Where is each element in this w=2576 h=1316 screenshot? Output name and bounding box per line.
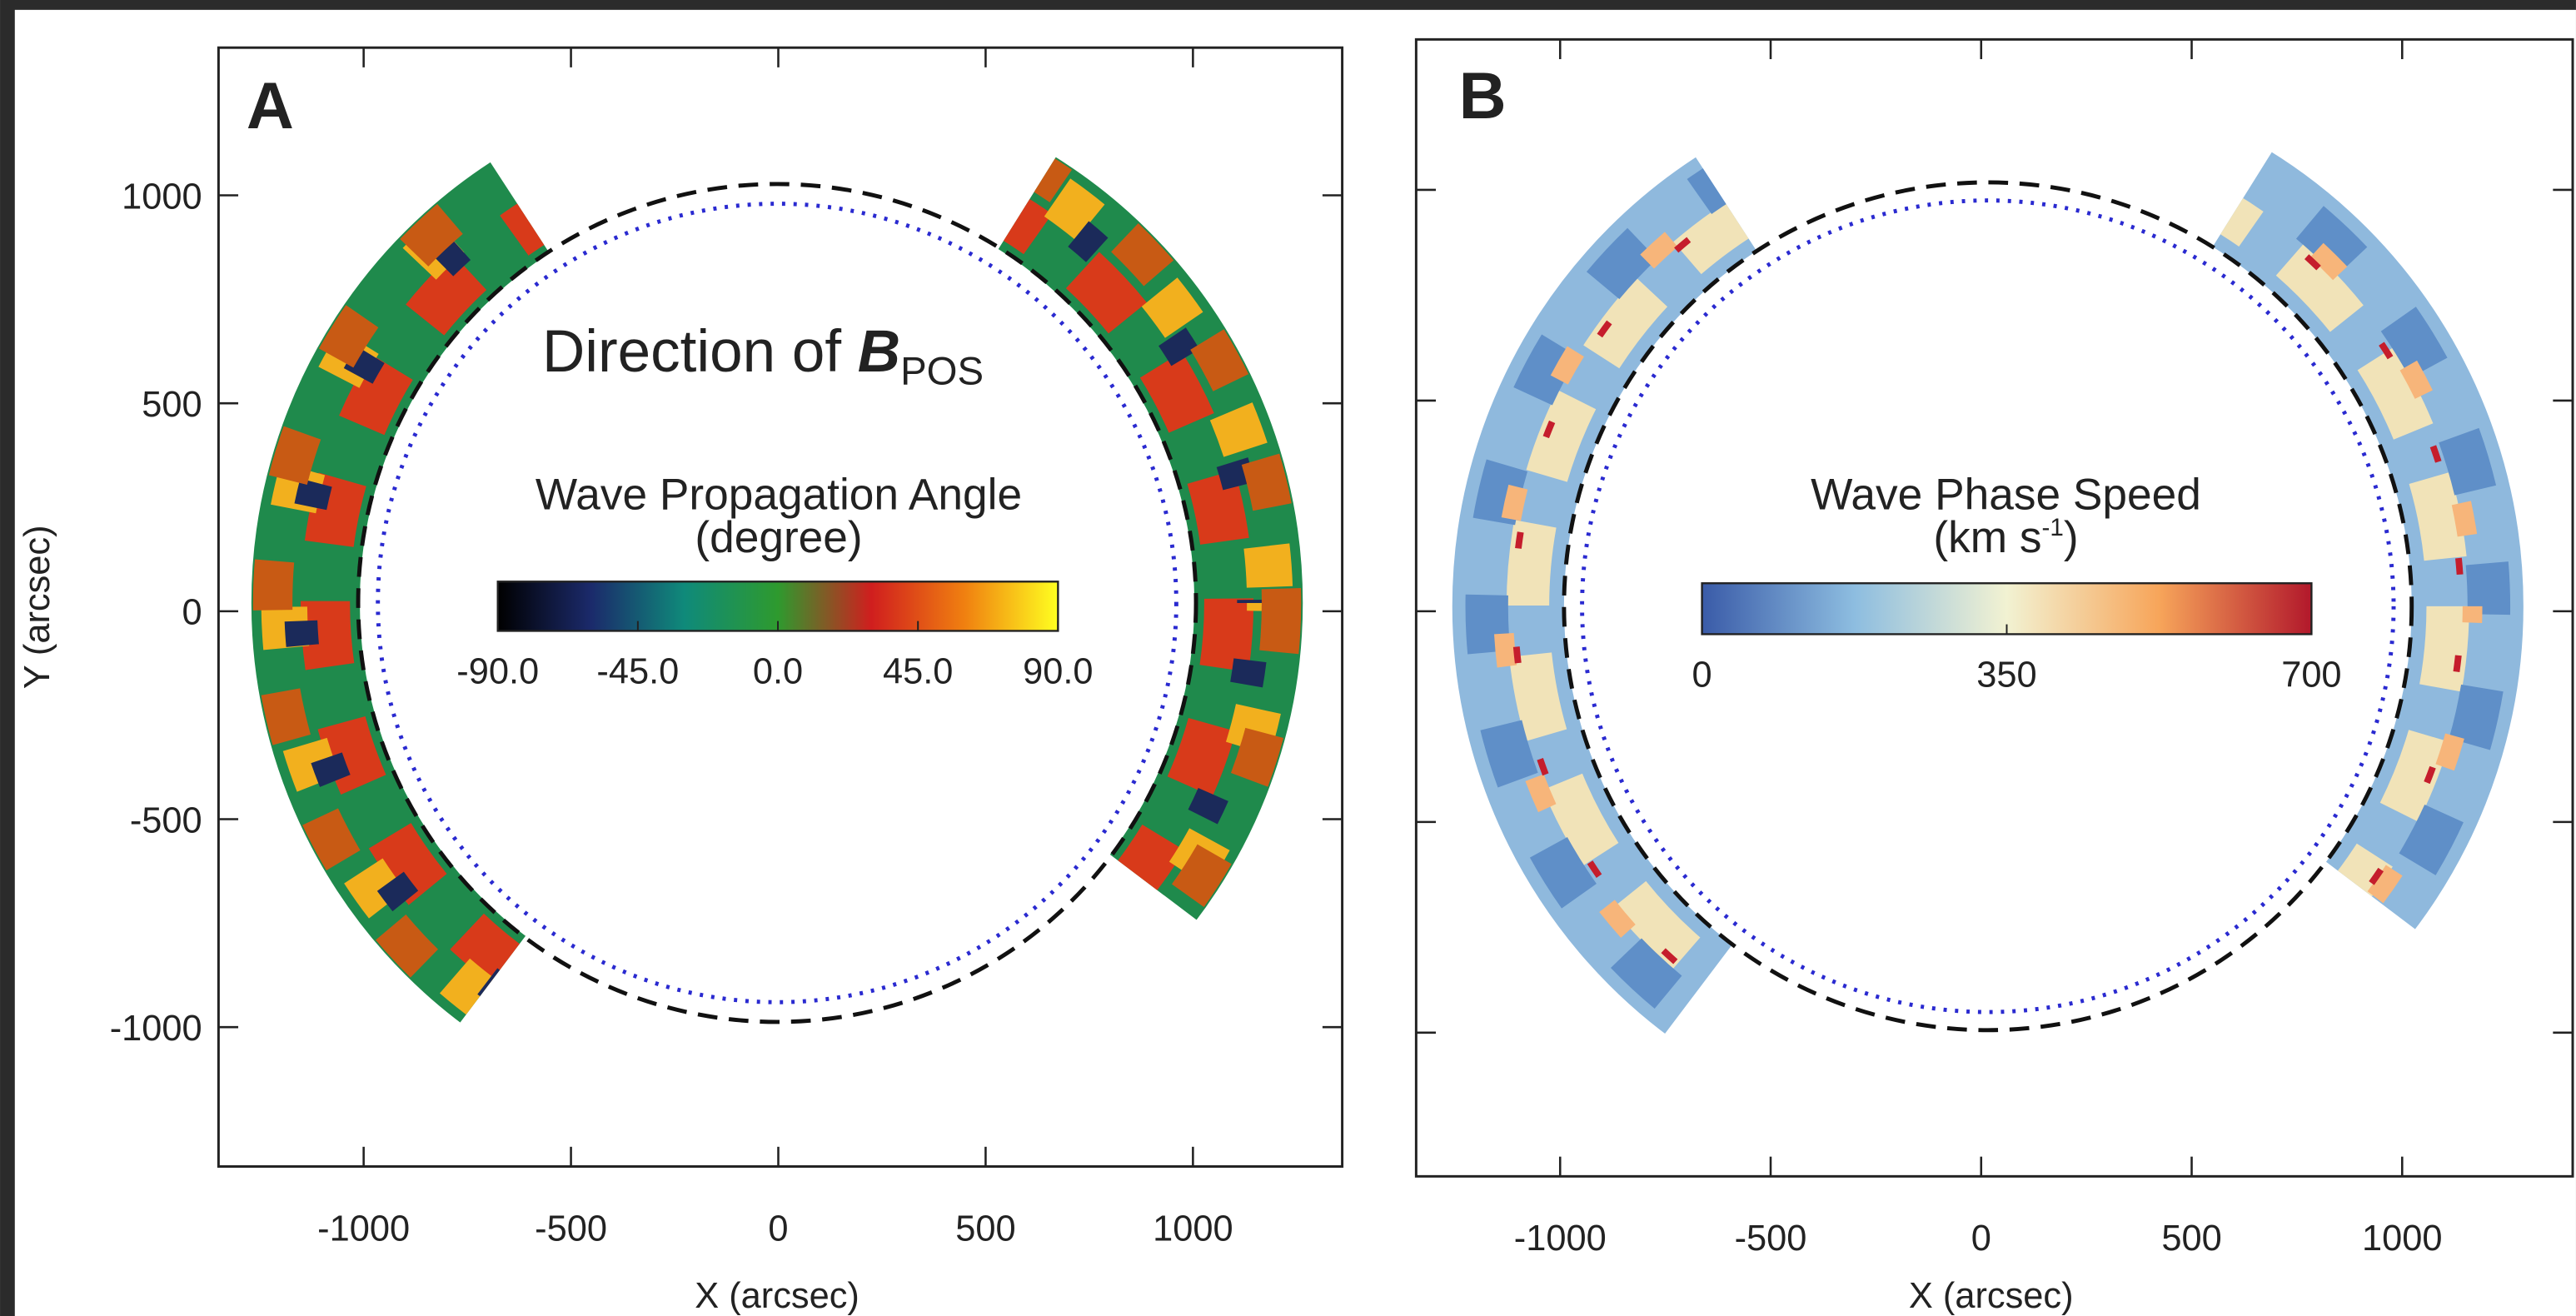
colorbar-tick-label: -90.0 — [456, 652, 539, 692]
x-tick-label: 500 — [955, 1209, 1015, 1249]
x-tick-label: -1000 — [317, 1209, 410, 1249]
occulter-circle — [1580, 198, 2396, 1014]
limb-circle — [356, 182, 1198, 1024]
x-tick-label: 0 — [1971, 1219, 1991, 1259]
colorbar-label-text: (km s — [1933, 513, 2041, 562]
colorbar-label: (km s-1) — [1933, 513, 2078, 562]
x-tick-label: 1000 — [1153, 1209, 1233, 1249]
y-tick-label: 500 — [142, 385, 202, 425]
x-tick-label: 1000 — [2362, 1219, 2443, 1259]
panel-label: A — [247, 69, 294, 142]
colorbar-tick-label: 45.0 — [883, 652, 953, 692]
y-tick-label: 0 — [182, 593, 202, 633]
x-axis-label: X (arcsec) — [1909, 1276, 2074, 1316]
colorbar-label: Wave Propagation Angle — [536, 470, 1022, 519]
colorbar-tick-label: 0 — [1692, 656, 1712, 695]
colorbar-label-text: Wave Phase Speed — [1811, 470, 2201, 519]
title-symbol: B — [858, 319, 900, 385]
x-tick-label: -500 — [1735, 1219, 1807, 1259]
limb-circle — [1562, 180, 2414, 1033]
x-tick-label: -1000 — [1514, 1219, 1607, 1259]
y-tick-label: -500 — [130, 800, 202, 840]
colorbar-tick-label: 0.0 — [753, 652, 803, 692]
y-axis-label: Y (arcsec) — [17, 525, 57, 689]
colorbar-tick-label: 90.0 — [1023, 652, 1093, 692]
colorbar-label-suffix: ) — [2064, 513, 2079, 562]
x-tick-label: -500 — [535, 1209, 607, 1249]
y-tick-label: -1000 — [110, 1009, 202, 1049]
title-text: Direction of — [542, 319, 841, 385]
colorbar-tick-label: 350 — [1976, 656, 2036, 695]
colorbar-label-superscript: -1 — [2042, 514, 2064, 541]
colorbar-label-text: Wave Propagation Angle — [536, 470, 1022, 519]
colorbar-tick-label: 700 — [2281, 656, 2341, 695]
x-tick-label: 500 — [2161, 1219, 2221, 1259]
occulter-circle — [376, 202, 1178, 1004]
colorbar-label-text: (degree) — [695, 513, 862, 562]
title-subscript: POS — [900, 350, 984, 394]
panel-label: B — [1459, 59, 1507, 132]
plot-frame — [1414, 37, 2574, 1178]
colorbar-label: Wave Phase Speed — [1811, 470, 2201, 519]
x-axis-label: X (arcsec) — [695, 1276, 859, 1316]
x-tick-label: 0 — [768, 1209, 788, 1249]
panel-title: Direction of BPOS — [542, 319, 984, 394]
colorbar-tick-label: -45.0 — [596, 652, 679, 692]
plot-frame — [217, 46, 1344, 1168]
y-tick-label: 1000 — [122, 177, 202, 217]
colorbar-label: (degree) — [695, 513, 862, 562]
